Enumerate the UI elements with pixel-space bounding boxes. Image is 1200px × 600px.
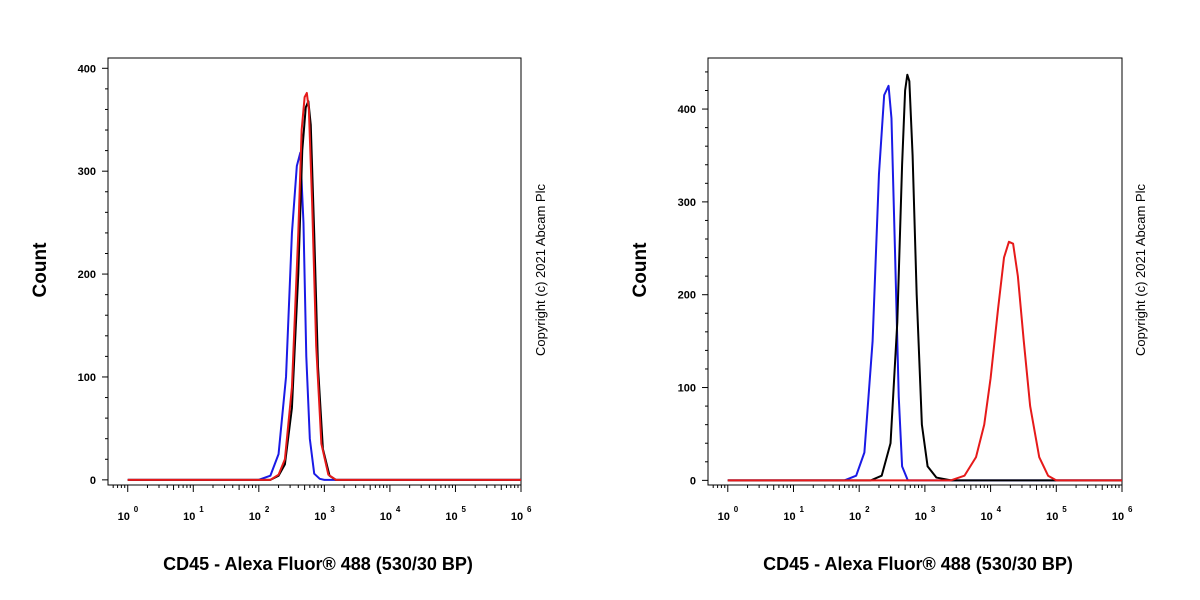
x-tick-label: 10 xyxy=(783,511,795,523)
histogram-plot-right: 0100200300400100101102103104105106CountC… xyxy=(630,57,1148,574)
histogram-plot-left: 0100200300400100101102103104105106CountC… xyxy=(30,57,548,574)
x-tick-label: 10 xyxy=(118,511,130,523)
x-axis-label: CD45 - Alexa Fluor® 488 (530/30 BP) xyxy=(163,554,473,574)
y-tick-label: 400 xyxy=(678,104,696,116)
y-axis-label: Count xyxy=(30,242,51,298)
x-tick-label: 10 xyxy=(1046,511,1058,523)
x-tick-exponent: 2 xyxy=(265,505,270,514)
x-tick-label: 10 xyxy=(183,511,195,523)
series-line-1 xyxy=(127,100,521,481)
series-line-2 xyxy=(127,91,521,481)
y-tick-label: 200 xyxy=(678,290,696,302)
x-tick-exponent: 0 xyxy=(134,505,139,514)
x-tick-exponent: 4 xyxy=(396,505,401,514)
series-line-1 xyxy=(727,73,1122,482)
x-axis-label: CD45 - Alexa Fluor® 488 (530/30 BP) xyxy=(763,554,1073,574)
x-tick-exponent: 5 xyxy=(461,505,466,514)
x-tick-label: 10 xyxy=(915,511,927,523)
copyright-text: Copyright (c) 2021 Abcam Plc xyxy=(533,184,548,356)
x-tick-exponent: 6 xyxy=(1128,505,1133,514)
y-tick-label: 300 xyxy=(678,197,696,209)
x-tick-label: 10 xyxy=(380,511,392,523)
x-tick-label: 10 xyxy=(1112,511,1124,523)
y-tick-label: 0 xyxy=(90,475,96,487)
y-tick-label: 100 xyxy=(678,383,696,395)
y-tick-label: 200 xyxy=(78,269,96,281)
x-tick-label: 10 xyxy=(445,511,457,523)
y-tick-label: 400 xyxy=(78,63,96,75)
x-tick-label: 10 xyxy=(249,511,261,523)
x-tick-exponent: 4 xyxy=(997,505,1002,514)
x-tick-label: 10 xyxy=(718,511,730,523)
y-tick-label: 0 xyxy=(690,475,696,487)
x-tick-exponent: 0 xyxy=(734,505,739,514)
x-tick-exponent: 6 xyxy=(527,505,532,514)
y-tick-label: 100 xyxy=(78,372,96,384)
x-tick-exponent: 3 xyxy=(330,505,335,514)
x-tick-exponent: 3 xyxy=(931,505,936,514)
x-tick-label: 10 xyxy=(980,511,992,523)
series-line-2 xyxy=(727,240,1122,482)
x-tick-label: 10 xyxy=(511,511,523,523)
copyright-text: Copyright (c) 2021 Abcam Plc xyxy=(1133,184,1148,356)
y-tick-label: 300 xyxy=(78,166,96,178)
x-tick-exponent: 2 xyxy=(865,505,870,514)
y-axis-label: Count xyxy=(630,242,651,298)
x-tick-exponent: 1 xyxy=(799,505,804,514)
x-tick-exponent: 1 xyxy=(199,505,204,514)
series-line-0 xyxy=(727,84,1122,482)
x-tick-exponent: 5 xyxy=(1062,505,1067,514)
x-tick-label: 10 xyxy=(849,511,861,523)
series-line-0 xyxy=(127,151,521,481)
x-tick-label: 10 xyxy=(314,511,326,523)
